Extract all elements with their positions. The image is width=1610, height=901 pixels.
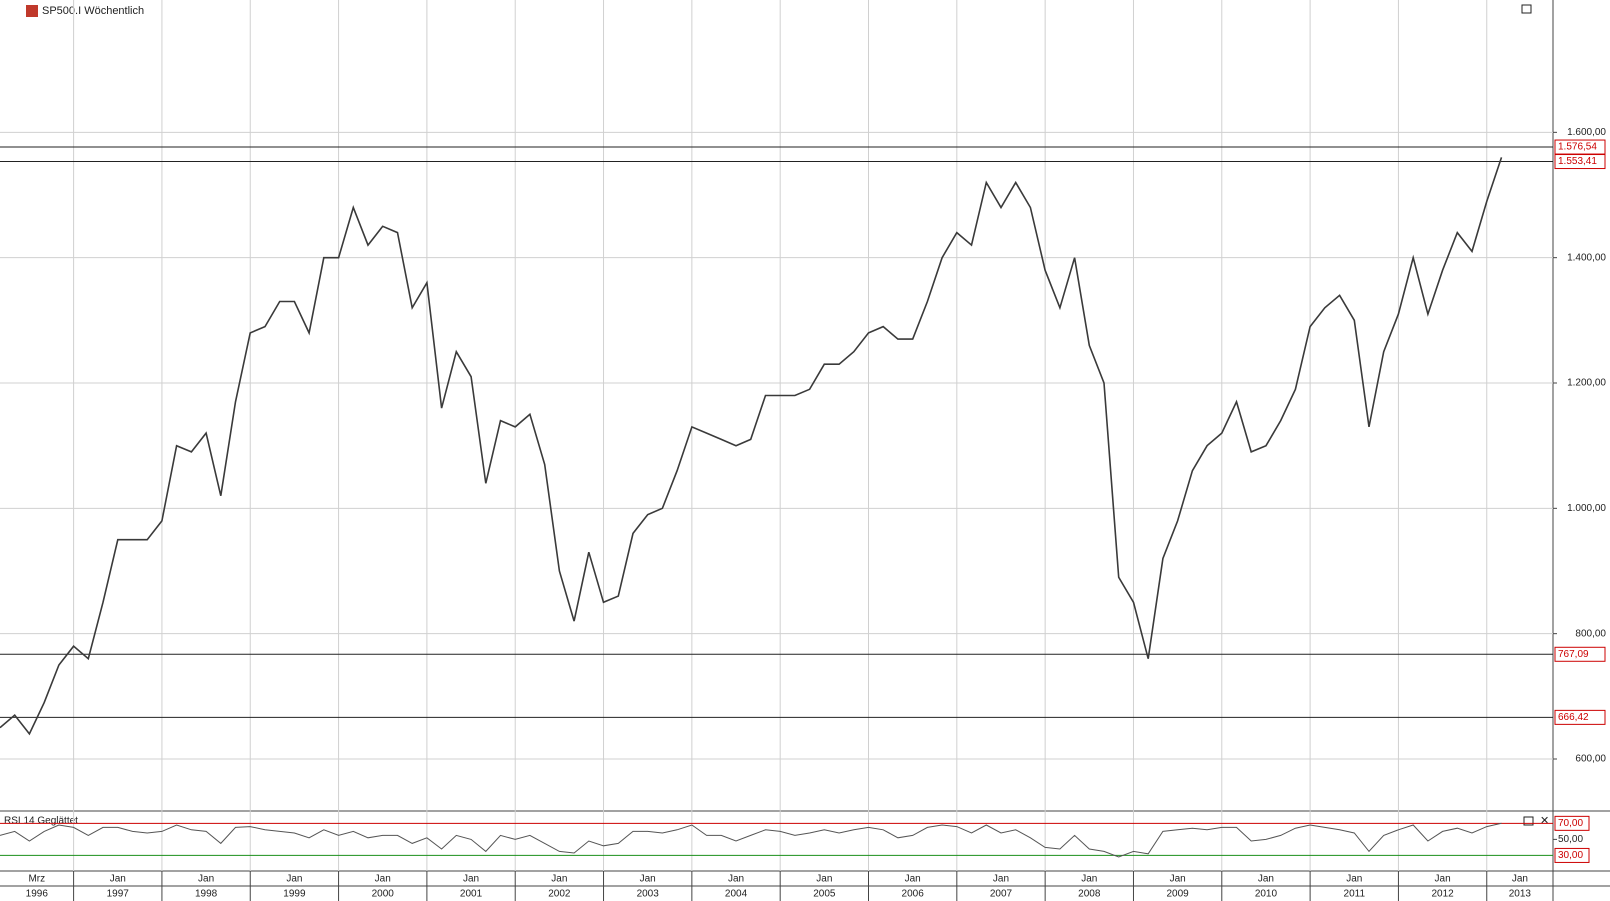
year-label: 2001 [460, 889, 483, 900]
x-tick-label: Jan [1435, 874, 1451, 885]
y-tick-label: 1.200,00 [1567, 378, 1606, 389]
year-label: 2000 [372, 889, 395, 900]
x-tick-label: Jan [1258, 874, 1274, 885]
label-box [1554, 646, 1606, 662]
level-label: 767,09 [1558, 649, 1589, 660]
symbol-icon [26, 5, 38, 17]
label-box [1554, 815, 1590, 831]
label-box [1554, 154, 1606, 170]
level-label: 666,42 [1558, 712, 1589, 723]
x-tick-label: Jan [1170, 874, 1186, 885]
x-tick-label: Jan [1346, 874, 1362, 885]
year-label: 2004 [725, 889, 748, 900]
year-label: 2011 [1344, 889, 1366, 900]
y-tick-label: 800,00 [1575, 628, 1606, 639]
year-label: 2005 [813, 889, 836, 900]
x-tick-label: Jan [905, 874, 921, 885]
price-line [0, 157, 1503, 736]
y-tick-label: 70,00 [1558, 818, 1583, 829]
y-tick-label: 1.600,00 [1567, 127, 1606, 138]
y-tick-label: 50,00 [1558, 834, 1583, 845]
x-tick-label: Jan [1512, 874, 1528, 885]
chart-title[interactable]: SP500.I Wöchentlich [42, 5, 144, 17]
x-tick-label: Jan [993, 874, 1009, 885]
x-tick-label: Jan [375, 874, 391, 885]
y-tick-label: 30,00 [1558, 850, 1583, 861]
maximize-button[interactable] [1523, 816, 1534, 826]
year-label: 1999 [283, 889, 306, 900]
rsi-title[interactable]: RSI 14 Geglättet [4, 816, 78, 827]
year-label: 2009 [1167, 889, 1190, 900]
year-label: 2012 [1431, 889, 1454, 900]
level-label: 1.553,41 [1558, 156, 1597, 167]
year-label: 2007 [990, 889, 1013, 900]
y-tick-label: 1.000,00 [1567, 503, 1606, 514]
x-tick-label: Jan [728, 874, 744, 885]
y-tick-label: 600,00 [1575, 754, 1606, 765]
label-box [1554, 847, 1590, 863]
x-tick-label: Jan [640, 874, 656, 885]
rsi-line [0, 822, 1502, 858]
year-label: 2003 [637, 889, 660, 900]
maximize-button[interactable] [1521, 4, 1532, 14]
x-tick-label: Jan [286, 874, 302, 885]
year-label: 2002 [548, 889, 571, 900]
x-tick-label: Jan [110, 874, 126, 885]
year-label: 1997 [107, 889, 130, 900]
year-label: 1998 [195, 889, 218, 900]
year-label: 2010 [1255, 889, 1278, 900]
year-label: 1996 [26, 889, 49, 900]
y-tick-label: 1.400,00 [1567, 252, 1606, 263]
x-tick-label: Jan [463, 874, 479, 885]
year-label: 2013 [1509, 889, 1532, 900]
x-tick-label: Jan [551, 874, 567, 885]
x-tick-label: Jan [816, 874, 832, 885]
x-tick-label: Jan [1081, 874, 1097, 885]
x-tick-label: Mrz [28, 874, 45, 885]
year-label: 2006 [902, 889, 925, 900]
year-label: 2008 [1078, 889, 1101, 900]
label-box [1554, 709, 1606, 725]
level-label: 1.576,54 [1558, 142, 1597, 153]
x-tick-label: Jan [198, 874, 214, 885]
close-button[interactable]: ✕ [1540, 815, 1549, 827]
